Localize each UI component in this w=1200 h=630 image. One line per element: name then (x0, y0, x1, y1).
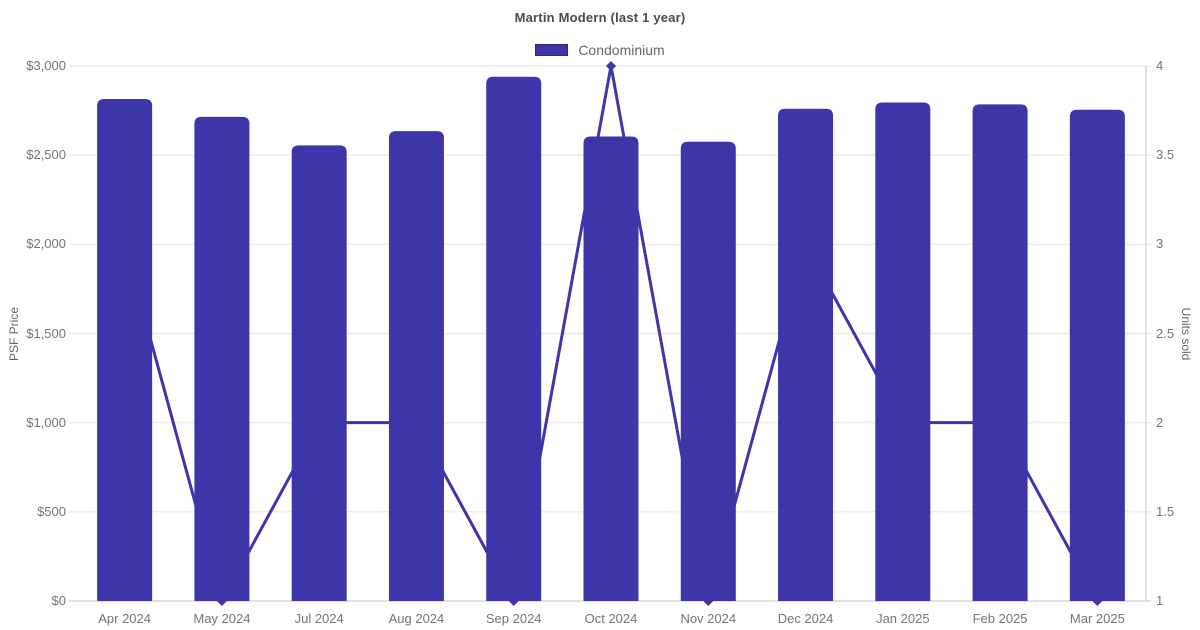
right-axis-tick-label: 2.5 (1156, 325, 1175, 341)
x-axis-tick-label: Apr 2024 (98, 611, 151, 626)
x-axis-tick-label: Feb 2025 (972, 611, 1028, 626)
left-axis-tick-label: $2,000 (26, 236, 66, 252)
x-axis-tick-label: Mar 2025 (1069, 611, 1125, 626)
legend-item-condominium[interactable]: Condominium (535, 42, 665, 58)
bar-jul-2024[interactable] (291, 145, 347, 601)
x-axis-tick-label: Jul 2024 (294, 611, 344, 626)
right-axis-tick-label: 1 (1156, 593, 1164, 608)
bar-mar-2025[interactable] (1069, 109, 1125, 602)
bar-feb-2025[interactable] (972, 104, 1028, 601)
bar-nov-2024[interactable] (680, 141, 736, 601)
bar-oct-2024[interactable] (583, 136, 639, 602)
bar-may-2024[interactable] (194, 116, 250, 601)
bar-apr-2024[interactable] (97, 98, 153, 601)
left-axis-tick-label: $2,500 (26, 147, 66, 163)
bar-sep-2024[interactable] (486, 76, 542, 601)
bar-jan-2025[interactable] (875, 102, 931, 601)
legend: Condominium (0, 42, 1200, 58)
x-axis-tick-label: Sep 2024 (485, 611, 542, 626)
right-axis-tick-label: 3 (1156, 236, 1164, 252)
x-axis-tick-label: Aug 2024 (388, 611, 445, 626)
right-axis-tick-label: 4 (1156, 58, 1164, 73)
left-axis-tick-label: $3,000 (26, 58, 66, 73)
bar-dec-2024[interactable] (778, 108, 834, 602)
legend-label: Condominium (578, 42, 665, 58)
right-axis-tick-label: 3.5 (1156, 147, 1175, 163)
left-axis-tick-label: $500 (37, 503, 66, 519)
left-axis-title: PSF Price (7, 306, 21, 361)
bar-aug-2024[interactable] (388, 131, 444, 601)
right-axis-tick-label: 2 (1156, 414, 1164, 430)
left-axis-tick-label: $1,000 (26, 414, 66, 430)
legend-color-swatch (535, 44, 569, 56)
right-axis-title: Units sold (1179, 307, 1193, 360)
x-axis-tick-label: Oct 2024 (584, 611, 638, 626)
x-axis-tick-label: Dec 2024 (777, 611, 834, 626)
chart-title: Martin Modern (last 1 year) (514, 10, 686, 25)
right-axis-tick-label: 1.5 (1156, 503, 1175, 519)
line-point-marker (606, 61, 616, 71)
x-axis-tick-label: May 2024 (193, 611, 251, 626)
x-axis-tick-label: Nov 2024 (680, 611, 737, 626)
left-axis-tick-label: $1,500 (26, 325, 66, 341)
left-axis-tick-label: $0 (51, 593, 66, 608)
x-axis-tick-label: Jan 2025 (876, 611, 930, 626)
